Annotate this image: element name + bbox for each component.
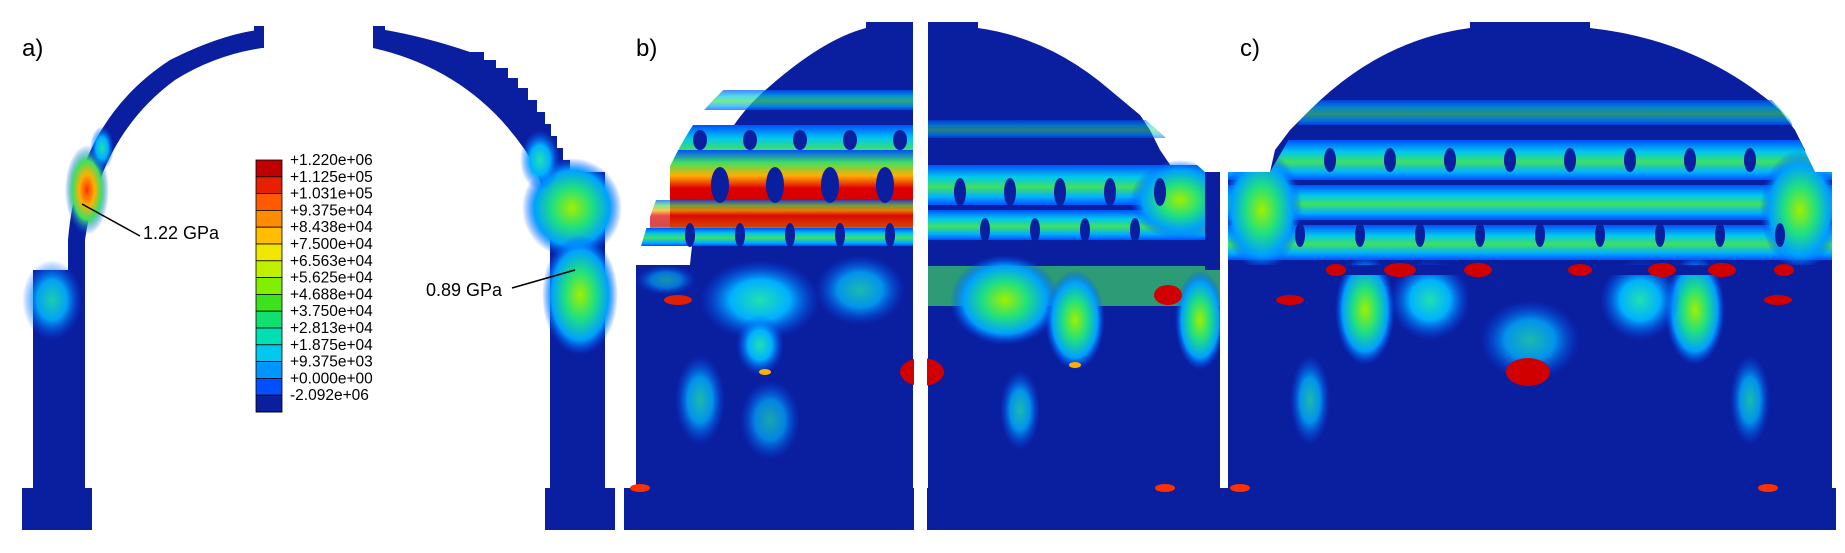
legend-swatch [255,310,283,329]
legend-label: +6.563e+04 [290,253,373,270]
panel-a-label: a) [22,35,43,62]
legend-swatch [255,277,283,295]
legend-label: +1.220e+06 [290,152,373,169]
legend-label: +7.500e+04 [290,236,373,253]
annotation-peak-wall: 0.89 GPa [426,280,503,300]
legend-swatch [255,159,283,178]
panel-c-label: c) [1240,35,1260,62]
legend-label: -2.092e+06 [290,387,369,404]
legend-swatch [255,293,283,312]
legend-swatch [255,361,283,379]
panel-c-model [1224,22,1836,530]
legend-label: +1.125e+05 [290,169,373,186]
annotation-peak-arch: 1.22 GPa [143,223,220,243]
legend-swatch [255,176,283,195]
panel-a-model [22,26,622,530]
legend-swatch [255,226,283,245]
annotation-leader-2 [511,269,576,289]
legend-label: +1.875e+04 [290,337,373,354]
legend-swatch [255,344,283,362]
panel-b-model [624,22,1224,532]
legend-label: +0.000e+00 [290,370,373,387]
legend-swatch [255,243,283,262]
legend-label: +8.438e+04 [290,219,373,236]
legend-swatch [255,193,283,211]
legend-label: +5.625e+04 [290,270,373,287]
legend-swatch [255,209,283,228]
legend-swatch [255,377,283,396]
annotation-leader-1 [81,203,141,237]
legend-swatch [255,260,283,278]
legend-label: +9.375e+04 [290,202,373,219]
color-legend: +1.220e+06+1.125e+05+1.031e+05+9.375e+04… [255,152,373,413]
legend-label: +2.813e+04 [290,320,373,337]
legend-label: +1.031e+05 [290,186,373,203]
legend-swatch [255,394,283,413]
legend-label: +4.688e+04 [290,286,373,303]
legend-label: +3.750e+04 [290,303,373,320]
legend-swatch [255,327,283,346]
legend-label: +9.375e+03 [290,354,373,371]
panel-b-label: b) [636,35,657,62]
